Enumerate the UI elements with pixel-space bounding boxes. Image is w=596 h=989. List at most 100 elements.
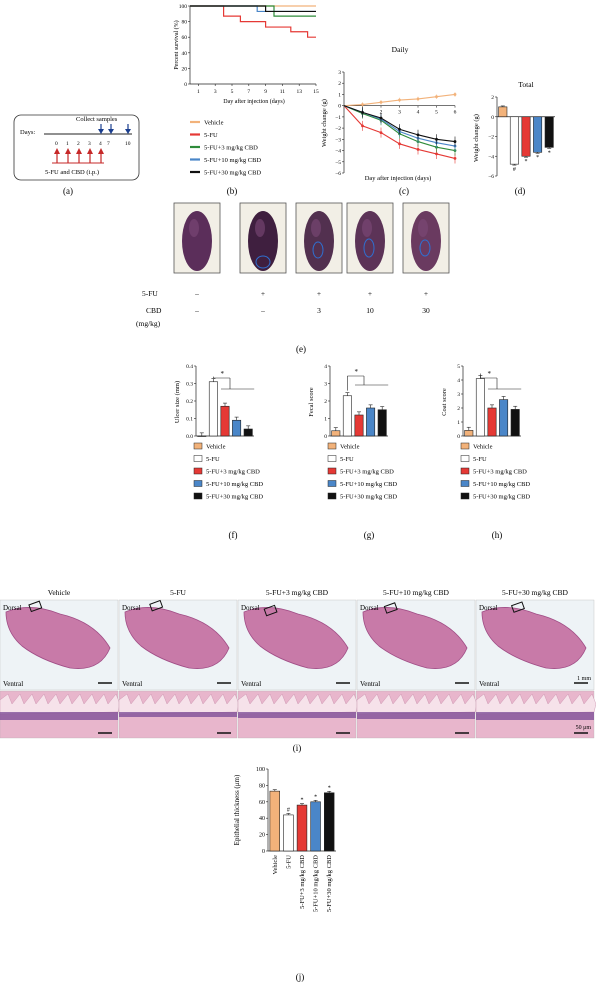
panel-letter-b: (b) bbox=[227, 186, 238, 196]
tick-1: 1 bbox=[66, 141, 69, 147]
bar-2 bbox=[487, 407, 497, 437]
y-tick-label: 60 bbox=[182, 35, 188, 41]
row-label-5fu: 5-FU bbox=[142, 289, 158, 298]
x-tick-label: 11 bbox=[280, 89, 286, 95]
fu-value-4: + bbox=[424, 289, 428, 298]
panel-c-daily-weight-chart: −6−5−4−3−2−10123123456DailyDay after inj… bbox=[321, 45, 457, 182]
bar-4 bbox=[544, 116, 554, 148]
group-label-1: 5-FU bbox=[170, 588, 186, 597]
y-axis-label: Weight change (g) bbox=[321, 99, 328, 147]
x-tick-label: 2 bbox=[380, 110, 383, 116]
legend-swatch-4 bbox=[193, 492, 203, 500]
x-tick-label: 6 bbox=[454, 110, 457, 116]
y-tick-label: 2 bbox=[457, 406, 460, 412]
data-point bbox=[453, 140, 457, 143]
cbd-value-1: – bbox=[260, 306, 265, 315]
y-tick-label: 1 bbox=[457, 420, 460, 426]
keratin-layer-4 bbox=[475, 693, 596, 715]
timeline-box bbox=[13, 114, 140, 181]
bar-2 bbox=[521, 116, 531, 157]
panel-d-total-weight-chart: −6 −4 −2 0 2 # * * * Total Weight change (g) bbox=[473, 80, 555, 180]
bar-3 bbox=[366, 407, 376, 437]
bar-2 bbox=[296, 804, 308, 852]
x-tick-label: 13 bbox=[296, 89, 302, 95]
dosing-label: 5-FU and CBD (i.p.) bbox=[45, 169, 99, 176]
legend-label-4: 5-FU+30 mg/kg CBD bbox=[473, 494, 530, 501]
x-tick-label: 4 bbox=[417, 110, 420, 116]
legend-swatch-1 bbox=[460, 455, 470, 462]
survival-line-3 bbox=[190, 5, 316, 13]
y-tick-label: 3 bbox=[338, 70, 341, 76]
ulcer-circle-2 bbox=[312, 241, 324, 259]
data-point bbox=[416, 97, 420, 101]
tick-7: 7 bbox=[107, 141, 110, 147]
data-point bbox=[435, 137, 438, 141]
fu-value-3: + bbox=[368, 289, 372, 298]
x-category-label: 5-FU bbox=[285, 855, 292, 869]
ulcer-circle-4 bbox=[419, 239, 431, 257]
bar-2 bbox=[220, 405, 230, 437]
legend-label-3: 5-FU+10 mg/kg CBD bbox=[473, 481, 530, 488]
y-tick-label: 3 bbox=[324, 382, 327, 388]
dorsal-label-2: Dorsal bbox=[241, 604, 260, 612]
y-tick-label: 1 bbox=[324, 417, 327, 423]
y-tick-label: 2 bbox=[491, 95, 494, 101]
panel-i-histology: Vehicle Dorsal Ventral 5-FU Dorsal Ventral 5-F… bbox=[0, 588, 596, 739]
panel-letter-g: (g) bbox=[364, 530, 375, 540]
legend-swatch-2 bbox=[327, 467, 337, 475]
y-tick-label: −5 bbox=[335, 160, 341, 166]
data-point bbox=[379, 131, 383, 135]
bar-4 bbox=[377, 409, 387, 437]
x-axis-label: Day after injection (days) bbox=[223, 98, 284, 105]
fu-value-0: – bbox=[194, 289, 199, 298]
y-tick-label: 0 bbox=[184, 82, 187, 88]
keratin-layer-1 bbox=[118, 693, 240, 715]
y-tick-label: 1 bbox=[338, 92, 341, 98]
ulcer-circle-1 bbox=[255, 255, 271, 269]
tongue-highlight bbox=[255, 219, 265, 237]
bar-1 bbox=[208, 381, 218, 437]
bar-2 bbox=[354, 414, 364, 437]
significance-mark: * bbox=[314, 794, 317, 800]
y-tick-label: 100 bbox=[179, 4, 188, 10]
legend-swatch-2 bbox=[193, 467, 203, 475]
data-point bbox=[416, 148, 420, 151]
panel-h-coat-score-chart: 0 1 2 3 4 5 * Coat score Vehicle 5-FU 5-FU+3 mg/kg… bbox=[441, 364, 530, 501]
tick-3: 3 bbox=[88, 141, 91, 147]
tongue-highlight bbox=[362, 219, 372, 237]
dorsal-label-1: Dorsal bbox=[122, 604, 141, 612]
ventral-label-0: Ventral bbox=[3, 680, 23, 688]
tongue-section-3 bbox=[362, 607, 468, 669]
survival-line-1 bbox=[190, 5, 316, 38]
bar-1 bbox=[475, 378, 485, 437]
legend-label-1: 5-FU bbox=[204, 132, 218, 139]
significance-mark: * bbox=[354, 368, 358, 376]
significance-mark: * bbox=[301, 798, 304, 804]
y-tick-label: 0 bbox=[262, 849, 265, 855]
days-label: Days: bbox=[20, 129, 35, 136]
cbd-value-2: 3 bbox=[317, 306, 321, 315]
x-tick-label: 3 bbox=[398, 110, 401, 116]
roi-box-3 bbox=[383, 602, 398, 614]
data-point bbox=[398, 98, 401, 102]
significance-mark: * bbox=[328, 785, 331, 791]
panel-letter-h: (h) bbox=[492, 530, 503, 540]
dorsal-label-0: Dorsal bbox=[3, 604, 22, 612]
y-tick-label: 20 bbox=[259, 833, 265, 839]
legend-swatch-1 bbox=[327, 455, 337, 462]
row-label-unit: (mg/kg) bbox=[136, 319, 161, 328]
x-tick-label: 5 bbox=[231, 89, 234, 95]
bar-1 bbox=[342, 395, 352, 437]
ventral-label-1: Ventral bbox=[122, 680, 142, 688]
y-tick-label: 0.4 bbox=[186, 364, 193, 370]
panel-e-tongue-photos: – – + – +3 +10 +30 bbox=[173, 202, 450, 315]
data-point bbox=[416, 133, 420, 137]
y-tick-label: 80 bbox=[259, 783, 265, 789]
basal-layer-3 bbox=[357, 712, 475, 719]
data-point bbox=[361, 111, 364, 114]
x-category-label: 5-FU+30 mg/kg CBD bbox=[326, 855, 333, 912]
significance-mark: # bbox=[513, 167, 516, 173]
legend-swatch-2 bbox=[460, 467, 470, 475]
legend-swatch-0 bbox=[460, 442, 470, 450]
tongue-section-4 bbox=[481, 607, 587, 669]
